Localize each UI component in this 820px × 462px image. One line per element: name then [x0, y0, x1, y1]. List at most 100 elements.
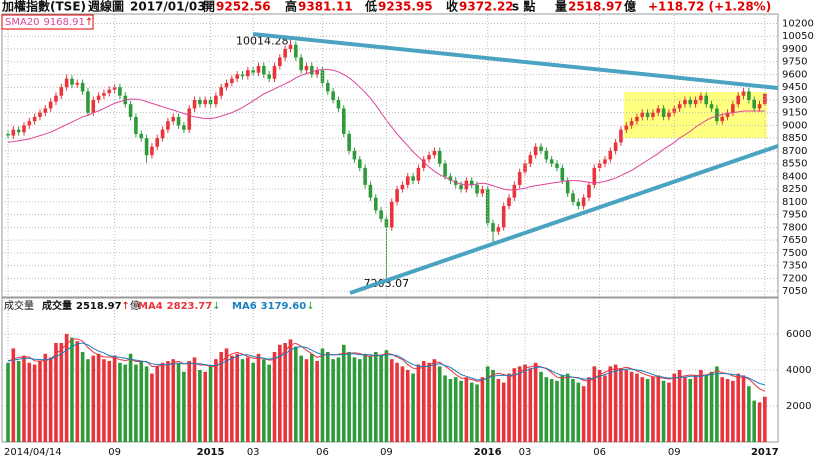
volume-bar — [251, 362, 255, 442]
volume-bar — [432, 359, 437, 442]
x-tick-label: 2015 — [197, 447, 225, 458]
volume-bar — [373, 352, 378, 442]
y-tick-label: 8550 — [782, 159, 807, 170]
volume-bar — [80, 352, 85, 442]
volume-bar — [379, 355, 383, 442]
legend-arrow: ↓ — [212, 301, 220, 312]
candle-body — [246, 70, 250, 77]
candle-body — [91, 99, 96, 113]
low-annotation: 7203.07 — [364, 277, 410, 290]
y-tick-label: 2000 — [786, 401, 811, 412]
legend-unit: 億 — [130, 299, 140, 312]
candle-body — [459, 184, 463, 190]
candle-body — [315, 70, 319, 75]
volume-bar — [86, 359, 90, 442]
volume-bar — [278, 344, 282, 442]
candle-body — [48, 101, 53, 109]
x-tick-label: 2016 — [474, 447, 502, 458]
y-tick-label: 9600 — [782, 69, 807, 80]
candle-body — [384, 218, 389, 228]
candle-body — [613, 142, 618, 151]
candle-body — [720, 116, 725, 122]
candle-body — [294, 44, 298, 58]
volume-bar — [363, 353, 367, 442]
y-tick-label: 9900 — [782, 44, 807, 55]
legend-arrow: ↑ — [122, 301, 130, 312]
candle-body — [155, 138, 160, 147]
volume-bar — [235, 353, 239, 442]
volume-bar — [725, 379, 730, 442]
volume-bar — [107, 361, 112, 442]
volume-bar — [6, 362, 10, 442]
y-tick-label: 9300 — [782, 95, 807, 106]
candle-body — [421, 159, 426, 168]
volume-bar — [171, 359, 176, 442]
volume-bar — [134, 364, 138, 442]
volume-bar — [405, 370, 410, 442]
candle-body — [64, 78, 69, 88]
volume-bar — [160, 362, 165, 442]
volume-bar — [203, 371, 208, 442]
candle-body — [507, 197, 511, 207]
candle-body — [517, 172, 522, 185]
volume-bar — [624, 370, 629, 442]
y-tick-label: 7500 — [782, 248, 807, 259]
candle-body — [171, 116, 176, 122]
header-unit: 億 — [624, 0, 636, 14]
volume-bar — [491, 370, 495, 442]
candle-body — [214, 95, 218, 105]
volume-bar — [294, 346, 298, 442]
candle-body — [38, 112, 42, 117]
candle-body — [182, 125, 186, 130]
candle-body — [80, 82, 85, 92]
volume-bar — [651, 377, 655, 442]
x-tick-label: 2014/04/14 — [4, 447, 62, 458]
candle-body — [150, 146, 154, 156]
volume-bar — [357, 359, 362, 442]
volume-bar — [11, 348, 16, 442]
volume-bar — [709, 371, 714, 442]
candle-body — [134, 116, 138, 134]
volume-bar — [501, 382, 506, 442]
x-tick-label: 06 — [316, 447, 329, 458]
volume-bar — [427, 362, 431, 442]
candle-body — [528, 155, 533, 164]
candle-body — [336, 99, 341, 109]
candle-body — [587, 184, 591, 198]
candle-body — [96, 95, 101, 100]
header-label: 高 — [285, 0, 297, 14]
candle-body — [395, 189, 399, 202]
candle-body — [704, 95, 709, 105]
candle-body — [176, 116, 181, 126]
volume-bar — [592, 366, 597, 442]
candle-body — [198, 99, 202, 105]
candle-body — [672, 108, 677, 113]
x-tick-label: 09 — [380, 447, 393, 458]
legend-name: MA6 — [232, 301, 257, 312]
volume-bar — [267, 364, 271, 442]
candle-body — [187, 108, 192, 130]
volume-bar — [459, 380, 463, 442]
volume-bar — [720, 377, 725, 442]
candle-body — [357, 159, 362, 168]
header-date: 2017/01/03 — [130, 0, 206, 14]
candle-body — [144, 138, 149, 156]
volume-bar — [144, 366, 149, 442]
candle-body — [533, 146, 538, 156]
volume-bar — [182, 371, 186, 442]
header-value: 9252.56 — [216, 0, 271, 14]
volume-bar — [699, 370, 703, 442]
x-tick-label: 09 — [668, 447, 681, 458]
y-tick-label: 7350 — [782, 261, 807, 272]
volume-bar — [22, 355, 26, 442]
candle-body — [32, 116, 37, 122]
header-unit: s 點 — [512, 0, 535, 14]
header-value: 9372.22 — [459, 0, 514, 14]
volume-bar — [400, 366, 405, 442]
volume-bar — [629, 371, 634, 442]
header-period: 週線圖 — [88, 0, 124, 14]
candle-body — [118, 87, 122, 96]
candle-body — [448, 176, 453, 181]
volume-bar — [91, 355, 96, 442]
